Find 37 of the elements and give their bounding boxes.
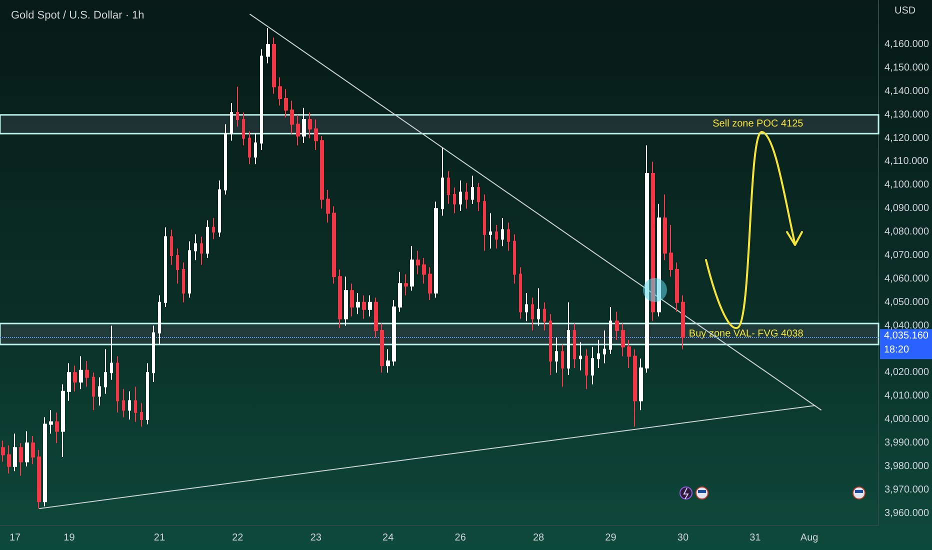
y-tick-label: 4,160.000 bbox=[884, 39, 930, 50]
x-tick-label: Aug bbox=[800, 532, 818, 544]
y-tick-label: 4,100.000 bbox=[884, 180, 930, 191]
text: 18:20 bbox=[884, 344, 910, 356]
x-tick-label: 26 bbox=[454, 532, 466, 544]
text: Gold Spot / U.S. Dollar · 1h bbox=[11, 10, 144, 22]
x-tick-label: 21 bbox=[154, 532, 166, 544]
y-tick-label: 4,040.000 bbox=[884, 320, 930, 332]
x-tick-label: 22 bbox=[232, 532, 244, 544]
y-tick-label: 4,130.000 bbox=[884, 109, 930, 120]
y-tick-label: 4,110.000 bbox=[884, 156, 929, 168]
y-tick-label: 4,080.000 bbox=[884, 226, 930, 238]
y-tick-label: 3,970.000 bbox=[884, 484, 930, 496]
y-tick-label: 4,050.000 bbox=[884, 296, 930, 308]
y-tick-label: 3,990.000 bbox=[884, 437, 930, 448]
y-tick-label: 4,120.000 bbox=[884, 132, 930, 144]
y-tick-label: 4,070.000 bbox=[884, 250, 930, 261]
y-tick-label: 3,960.000 bbox=[884, 508, 930, 519]
y-tick-label: 3,980.000 bbox=[884, 460, 930, 472]
x-tick-label: 29 bbox=[605, 532, 617, 544]
y-tick-label: 4,000.000 bbox=[884, 414, 930, 426]
y-tick-label: 4,140.000 bbox=[884, 86, 930, 97]
x-tick-label: 30 bbox=[677, 532, 689, 544]
y-tick-label: 4,090.000 bbox=[884, 203, 930, 214]
y-tick-label: 4,010.000 bbox=[884, 390, 930, 402]
y-axis-title: USD bbox=[894, 6, 916, 16]
x-tick-label: 19 bbox=[64, 532, 76, 544]
y-tick-label: 4,150.000 bbox=[884, 62, 930, 74]
x-tick-label: 31 bbox=[750, 532, 762, 544]
band-label: Sell zone POC 4125 bbox=[712, 118, 804, 130]
y-tick-label: 4,060.000 bbox=[884, 273, 930, 284]
y-tick-label: 4,020.000 bbox=[884, 367, 930, 378]
x-tick-label: 24 bbox=[382, 532, 394, 544]
x-tick-label: 23 bbox=[310, 532, 322, 544]
text: 4,035.160 bbox=[884, 330, 929, 342]
x-tick-label: 17 bbox=[9, 532, 22, 544]
x-tick-label: 28 bbox=[532, 532, 545, 544]
